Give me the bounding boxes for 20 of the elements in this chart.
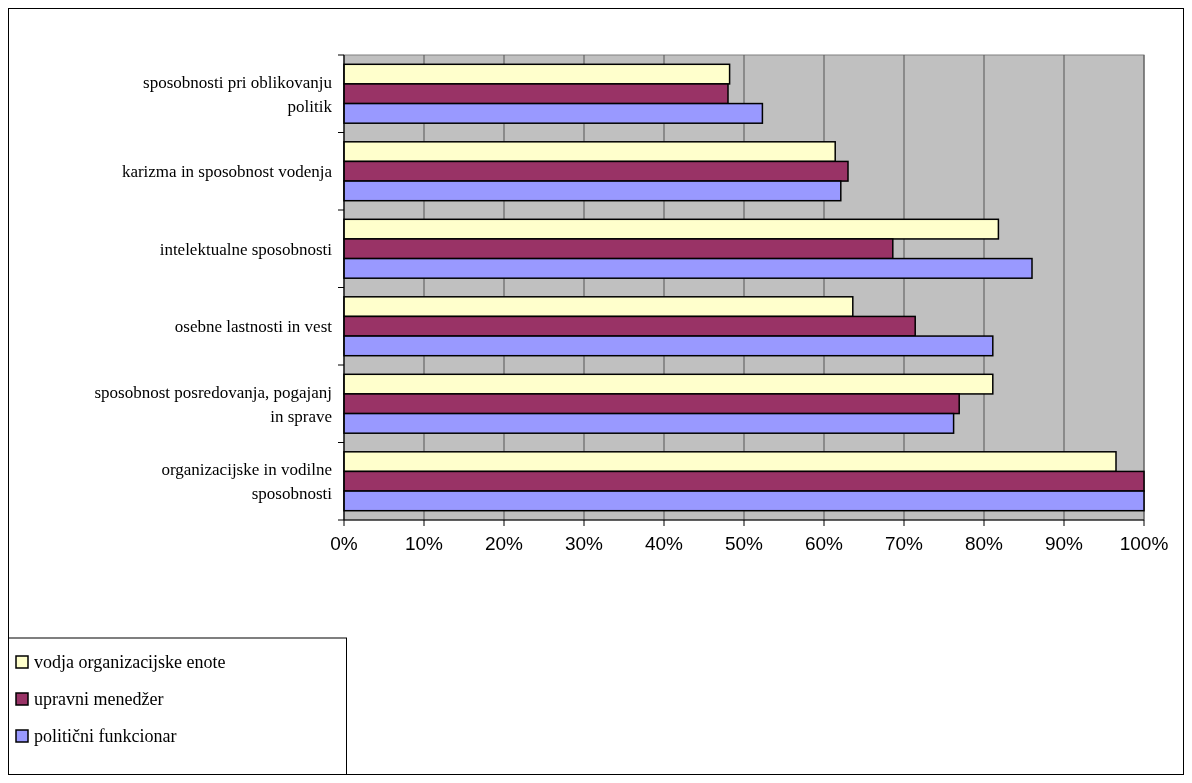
y-tick-label: karizma in sposobnost vodenja xyxy=(121,162,333,182)
legend-label: vodja organizacijske enote xyxy=(34,652,226,672)
x-tick-label: 100% xyxy=(1119,533,1169,554)
y-tick-label: sposobnosti pri oblikovanju politik xyxy=(143,72,333,116)
x-tick-label: 20% xyxy=(484,533,524,554)
legend-label: politični funkcionar xyxy=(34,726,177,746)
x-tick-label: 60% xyxy=(804,533,844,554)
x-tick-label: 30% xyxy=(564,533,604,554)
x-tick-label: 40% xyxy=(644,533,684,554)
x-tick-label: 0% xyxy=(330,533,358,554)
x-tick-label: 70% xyxy=(884,533,924,554)
x-tick-label: 90% xyxy=(1044,533,1084,554)
x-tick-label: 50% xyxy=(724,533,764,554)
legend-label: upravni menedžer xyxy=(34,689,164,709)
y-tick-label: organizacijske in vodilne sposobnosti xyxy=(161,460,333,504)
x-tick-label: 10% xyxy=(404,533,444,554)
x-tick-label: 80% xyxy=(964,533,1004,554)
y-tick-label: osebne lastnosti in vest xyxy=(174,317,333,337)
y-tick-label: intelektualne sposobnosti xyxy=(159,239,333,259)
y-tick-label: sposobnost posredovanja, pogajanj in sprave xyxy=(94,382,332,426)
